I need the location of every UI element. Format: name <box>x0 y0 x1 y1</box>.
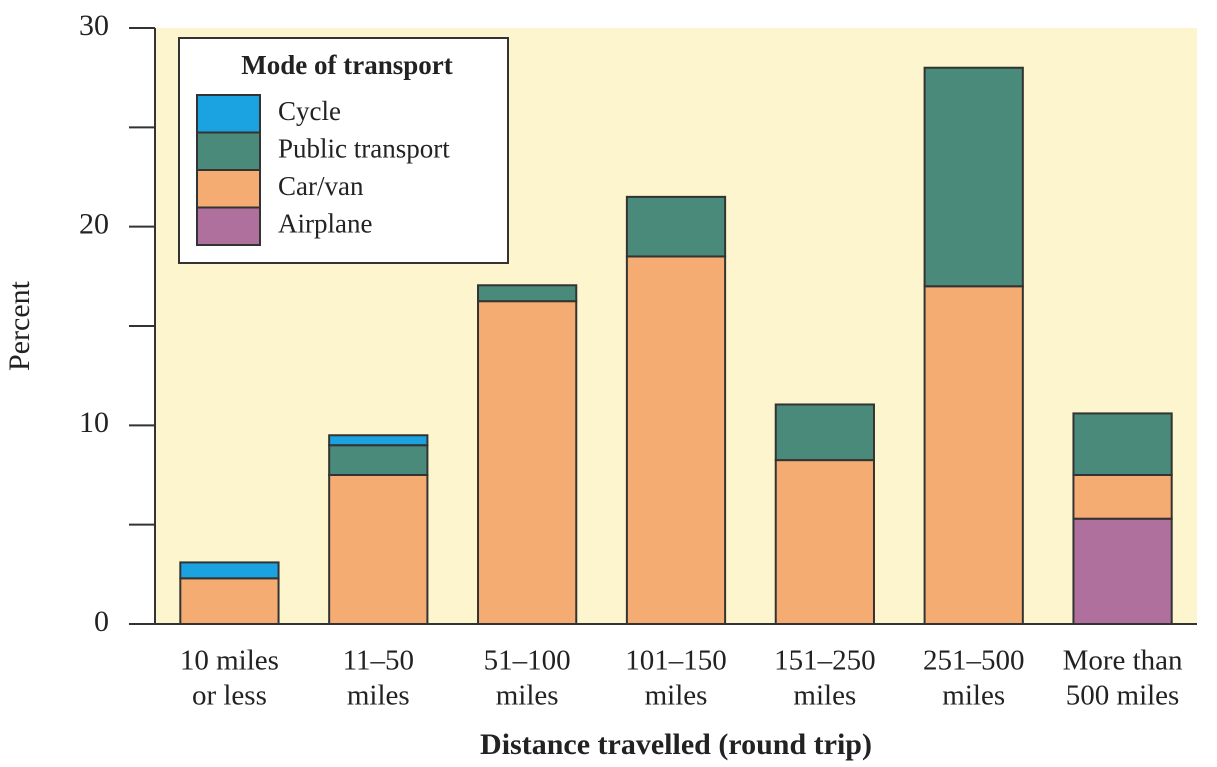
y-tick-label: 30 <box>79 9 109 42</box>
bar-segment <box>625 195 727 258</box>
bar-segment <box>328 474 429 625</box>
bar-segment <box>1072 474 1173 520</box>
y-axis-title: Percent <box>3 280 36 371</box>
bar-segment <box>328 434 429 447</box>
bar-segment <box>774 403 875 462</box>
legend-label: Public transport <box>278 134 450 164</box>
x-tick-label: 10 miles <box>180 645 279 677</box>
legend: Mode of transport Cycle Public transport C… <box>178 37 509 264</box>
x-tick-label: 11–50 <box>343 645 414 677</box>
legend-swatch <box>196 206 261 246</box>
bar-segment <box>923 66 1024 288</box>
x-tick-label: 251–500 <box>923 645 1025 677</box>
bar-segment <box>477 300 578 625</box>
x-tick-label: miles <box>942 680 1005 712</box>
legend-swatch <box>196 94 261 134</box>
x-tick-label: miles <box>496 680 559 712</box>
x-tick-label: 500 miles <box>1066 680 1180 712</box>
y-tick-label: 0 <box>94 605 109 638</box>
x-tick-label: 151–250 <box>774 645 876 677</box>
x-tick-label: miles <box>793 680 856 712</box>
y-tick-label: 10 <box>79 406 109 439</box>
legend-title: Mode of transport <box>241 50 452 80</box>
bar-segment <box>923 285 1024 625</box>
legend-label: Car/van <box>278 171 364 201</box>
legend-swatch <box>196 169 261 209</box>
legend-label: Cycle <box>278 96 341 126</box>
legend-swatch <box>196 131 261 171</box>
x-tick-label: 51–100 <box>484 645 571 677</box>
bar-segment <box>1072 412 1173 476</box>
x-tick-label: miles <box>645 680 708 712</box>
x-axis-title: Distance travelled (round trip) <box>480 728 872 761</box>
x-tick-label: or less <box>192 680 267 712</box>
legend-label: Airplane <box>278 209 372 239</box>
x-tick-label: 101–150 <box>625 645 727 677</box>
bar-segment <box>179 561 280 580</box>
bar-segment <box>774 459 875 625</box>
y-tick-label: 20 <box>79 208 109 241</box>
bar-segment <box>328 444 429 477</box>
bar-segment <box>477 284 578 303</box>
bar-segment <box>1072 517 1173 625</box>
bar-segment <box>179 577 280 625</box>
bars <box>179 66 1173 625</box>
x-tick-label: More than <box>1063 645 1183 677</box>
x-tick-label: miles <box>347 680 410 712</box>
bar-segment <box>625 255 727 625</box>
